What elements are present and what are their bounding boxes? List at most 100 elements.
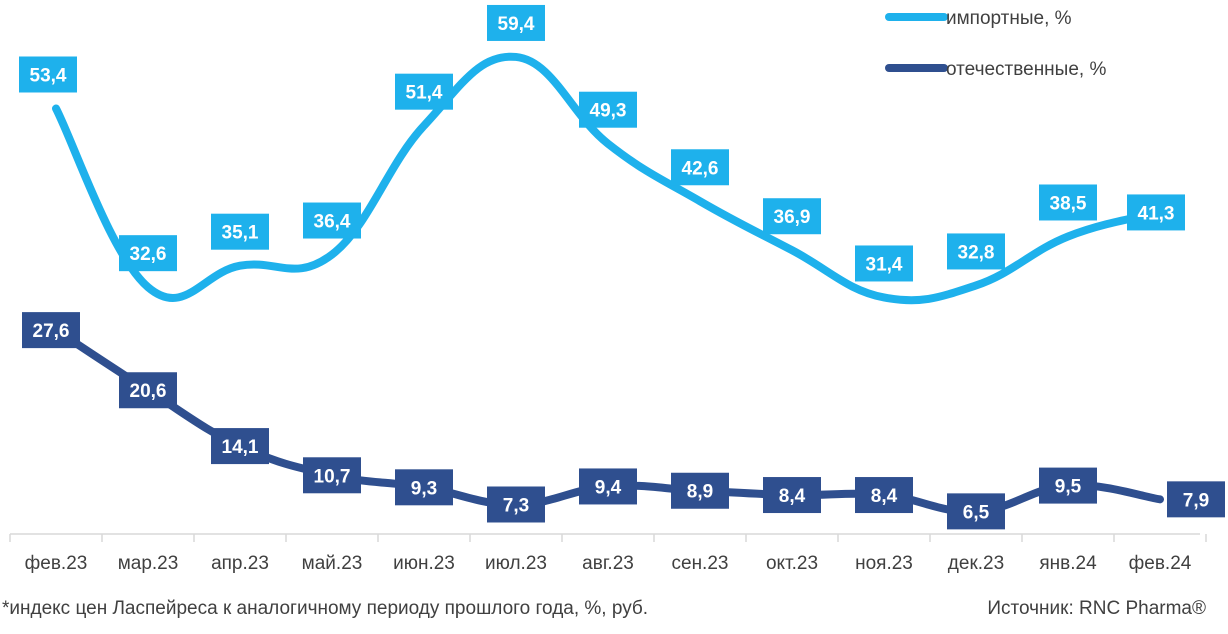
data-label: 49,3 [579,91,637,128]
data-label-text: 9,3 [411,478,437,499]
data-label: 38,5 [1039,184,1097,221]
data-label-text: 6,5 [963,502,990,523]
data-label-box [303,457,361,494]
data-label: 14,1 [211,428,269,465]
data-label: 7,3 [487,486,545,523]
x-tick-label: окт.23 [766,553,818,574]
data-label-box [119,235,177,272]
data-label: 32,8 [947,233,1005,270]
series-line-0 [52,52,1164,305]
data-label-text: 20,6 [130,381,167,402]
data-label: 10,7 [303,457,361,494]
legend-label: отечественные, % [946,59,1106,80]
data-label-text: 51,4 [406,83,443,104]
data-label-box [22,312,80,349]
data-label-box [947,233,1005,270]
data-label-text: 27,6 [33,321,70,342]
data-label-box [1039,184,1097,221]
data-label-text: 42,6 [682,158,719,179]
data-label: 32,6 [119,235,177,272]
data-label-box [395,469,453,506]
data-label-box [395,73,453,110]
data-label-text: 9,4 [595,477,622,498]
data-label: 36,4 [303,202,361,239]
data-label-box [1167,481,1225,518]
data-label-box [671,149,729,186]
x-tick-label: июн.23 [393,553,455,574]
data-label-text: 35,1 [222,223,259,244]
data-labels: 53,4 32,6 35,1 36,4 51,4 59,4 49,3 42,6 36,9 31,4… [19,4,1225,530]
data-label: 51,4 [395,73,453,110]
data-label: 41,3 [1127,194,1185,231]
data-label-text: 41,3 [1138,203,1175,224]
data-label-text: 38,5 [1050,193,1087,214]
data-label-text: 49,3 [590,101,627,122]
data-label-box [119,372,177,409]
legend: импортные, % отечественные, % [885,8,1106,80]
data-label-box [855,477,913,514]
x-tick-label: май.23 [302,553,363,574]
x-tick-label: авг.23 [582,553,634,574]
data-label-text: 8,4 [779,486,806,507]
data-label-box [579,468,637,505]
data-label: 8,4 [763,477,821,514]
data-label-box [947,493,1005,530]
data-label: 53,4 [19,56,77,93]
data-label: 27,6 [22,312,80,349]
data-label-text: 36,4 [314,212,351,233]
data-label-box [855,245,913,282]
x-tick-label: ноя.23 [855,553,913,574]
x-tick-label: янв.24 [1039,553,1097,574]
data-label-box [487,4,545,41]
data-label-box [19,56,77,93]
data-label-box [1127,194,1185,231]
data-label-text: 14,1 [222,437,259,458]
data-label-text: 7,3 [503,495,529,516]
data-label: 35,1 [211,213,269,250]
data-label: 42,6 [671,149,729,186]
x-tick-label: дек.23 [948,553,1004,574]
data-label-text: 8,4 [871,486,898,507]
data-label-box [487,486,545,523]
data-label-box [1039,467,1097,504]
data-label-text: 8,9 [687,482,713,503]
data-label-box [763,477,821,514]
data-label: 6,5 [947,493,1005,530]
data-label: 8,4 [855,477,913,514]
line-chart: фев.23 мар.23 апр.23 май.23 июн.23 июл.23 авг.… [9,4,1225,574]
data-label: 9,4 [579,468,637,505]
data-label-box [303,202,361,239]
data-label-text: 10,7 [314,466,351,487]
data-label-box [671,472,729,509]
data-label-box [763,198,821,235]
data-label-text: 31,4 [866,254,903,275]
data-label-text: 7,9 [1183,490,1209,511]
data-label: 9,3 [395,469,453,506]
data-label-text: 9,5 [1055,477,1082,498]
data-label: 8,9 [671,472,729,509]
data-label-box [211,213,269,250]
data-label-text: 59,4 [498,14,535,35]
data-label: 7,9 [1167,481,1225,518]
data-label-text: 32,8 [958,242,995,263]
x-tick-label: июл.23 [485,553,547,574]
footnote: *индекс цен Ласпейреса к аналогичному пе… [2,598,649,619]
data-label-text: 32,6 [130,244,167,265]
x-axis: фев.23 мар.23 апр.23 май.23 июн.23 июл.23 авг.… [9,533,1207,574]
x-tick-label: сен.23 [672,553,729,574]
data-label: 36,9 [763,198,821,235]
data-label-box [579,91,637,128]
x-tick-label: фев.23 [25,553,88,574]
data-label: 9,5 [1039,467,1097,504]
source-note: Источник: RNC Pharma® [987,598,1206,619]
data-label-text: 36,9 [774,207,811,228]
data-label: 31,4 [855,245,913,282]
data-label-text: 53,4 [30,65,67,86]
x-tick-label: апр.23 [211,553,269,574]
x-tick-label: фев.24 [1129,553,1192,574]
data-label-box [211,428,269,465]
data-label: 20,6 [119,372,177,409]
x-tick-label: мар.23 [118,553,179,574]
legend-label: импортные, % [946,8,1072,29]
data-label: 59,4 [487,4,545,41]
